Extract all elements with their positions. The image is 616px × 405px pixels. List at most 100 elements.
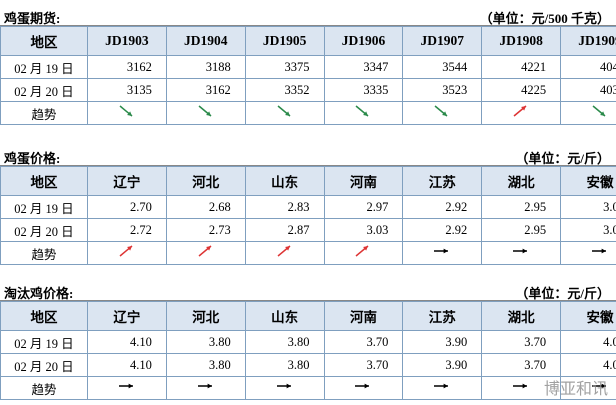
trend-label: 趋势 (0, 376, 88, 400)
trend-cell (244, 101, 325, 125)
trend-label: 趋势 (0, 241, 88, 265)
trend-arrow (119, 245, 133, 257)
trend-arrow (277, 245, 291, 257)
trend-arrow (197, 383, 212, 389)
trend-row: 趋势 (0, 241, 616, 265)
header-cell: JD1907 (402, 26, 483, 56)
header-cell: JD1909 (560, 26, 616, 56)
trend-cell (244, 376, 325, 400)
value-cell: 3.70 (323, 353, 404, 377)
trend-cell (481, 101, 562, 125)
trend-cell (165, 376, 246, 400)
table-section: 鸡蛋期货: （单位：元/500 千克） 地区 JD1903 JD1904 JD1905 JD… (0, 4, 616, 125)
unit-label: （单位：元/斤） (515, 151, 610, 166)
trend-arrow (118, 383, 133, 389)
trend-arrow (513, 383, 528, 389)
rule (0, 25, 616, 26)
trend-arrow (434, 383, 449, 389)
date-cell: 02 月 20 日 (0, 353, 88, 377)
value-cell: 3352 (244, 78, 325, 102)
value-cell: 3188 (165, 55, 246, 79)
value-cell: 2.73 (165, 218, 246, 242)
trend-arrow (355, 105, 369, 117)
header-cell: 河北 (165, 301, 246, 331)
rule (0, 165, 616, 166)
trend-cell (87, 376, 167, 400)
data-row: 02 月 20 日2.722.732.873.032.922.953.00 (0, 218, 616, 242)
header-row: 地区 辽宁 河北 山东 河南 江苏 湖北 安徽 (0, 301, 616, 331)
section-title: 淘汰鸡价格: (4, 286, 74, 301)
data-table: 地区 辽宁 河北 山东 河南 江苏 湖北 安徽 02 月 19 日 4.10 3.80 3.80 3.7… (0, 301, 616, 400)
date-cell: 02 月 20 日 (0, 218, 88, 242)
trend-arrow (513, 248, 528, 254)
header-cell: 地区 (0, 166, 88, 196)
value-cell: 3.70 (323, 330, 404, 354)
header-cell: 湖北 (481, 166, 562, 196)
trend-arrow (198, 105, 212, 117)
value-cell: 2.68 (165, 195, 246, 219)
trend-arrow (592, 105, 606, 117)
unit-label: （单位：元/500 千克） (479, 11, 610, 26)
trend-row: 趋势 (0, 376, 616, 400)
trend-label: 趋势 (0, 101, 88, 125)
value-cell: 3162 (165, 78, 246, 102)
header-cell: 地区 (0, 301, 88, 331)
section-header: 淘汰鸡价格: （单位：元/斤） (0, 279, 616, 301)
section-title: 鸡蛋价格: (4, 151, 61, 166)
trend-cell (165, 241, 246, 265)
header-cell: 安徽 (560, 166, 616, 196)
watermark: 博亚和讯 (543, 379, 608, 398)
trend-arrow (198, 245, 212, 257)
date-cell: 02 月 19 日 (0, 55, 88, 79)
header-row: 地区 辽宁 河北 山东 河南 江苏 湖北 安徽 (0, 166, 616, 196)
trend-arrow (355, 245, 369, 257)
trend-arrow (592, 248, 607, 254)
value-cell: 4.00 (560, 330, 616, 354)
value-cell: 3.80 (165, 330, 246, 354)
trend-cell (402, 376, 483, 400)
trend-cell (244, 241, 325, 265)
value-cell: 4.10 (87, 353, 167, 377)
data-table: 地区 辽宁 河北 山东 河南 江苏 湖北 安徽 02 月 19 日 2.70 2.68 2.83 2.9… (0, 166, 616, 265)
value-cell: 2.92 (402, 218, 483, 242)
value-cell: 4221 (481, 55, 562, 79)
section-header: 鸡蛋价格: （单位：元/斤） (0, 144, 616, 166)
trend-arrow (277, 105, 291, 117)
trend-arrow (434, 248, 449, 254)
value-cell: 2.95 (481, 195, 562, 219)
date-cell: 02 月 20 日 (0, 78, 88, 102)
header-cell: 河南 (323, 301, 404, 331)
trend-cell (323, 241, 404, 265)
trend-cell (560, 241, 616, 265)
value-cell: 2.87 (244, 218, 325, 242)
header-cell: 山东 (244, 166, 325, 196)
value-cell: 3.70 (481, 330, 562, 354)
data-row: 02 月 20 日3135316233523335352342254033 (0, 78, 616, 102)
header-cell: 辽宁 (87, 301, 167, 331)
trend-cell (481, 376, 562, 400)
trend-cell (165, 101, 246, 125)
header-cell: 安徽 (560, 301, 616, 331)
header-cell: 河北 (165, 166, 246, 196)
trend-arrow (592, 383, 607, 389)
value-cell: 2.97 (323, 195, 404, 219)
date-cell: 02 月 19 日 (0, 195, 88, 219)
trend-cell (481, 241, 562, 265)
trend-cell (87, 101, 167, 125)
value-cell: 3.80 (165, 353, 246, 377)
trend-arrow (119, 105, 133, 117)
value-cell: 3544 (402, 55, 483, 79)
trend-cell (323, 376, 404, 400)
value-cell: 3347 (323, 55, 404, 79)
trend-arrow (434, 105, 448, 117)
data-row: 02 月 19 日2.702.682.832.972.922.953.00 (0, 195, 616, 219)
value-cell: 3.80 (244, 353, 325, 377)
data-table: 地区 JD1903 JD1904 JD1905 JD1906 JD1907 JD1908 JD… (0, 26, 616, 125)
header-cell: 江苏 (402, 166, 483, 196)
trend-cell (87, 241, 167, 265)
value-cell: 2.95 (481, 218, 562, 242)
header-cell: 山东 (244, 301, 325, 331)
value-cell: 3.70 (481, 353, 562, 377)
